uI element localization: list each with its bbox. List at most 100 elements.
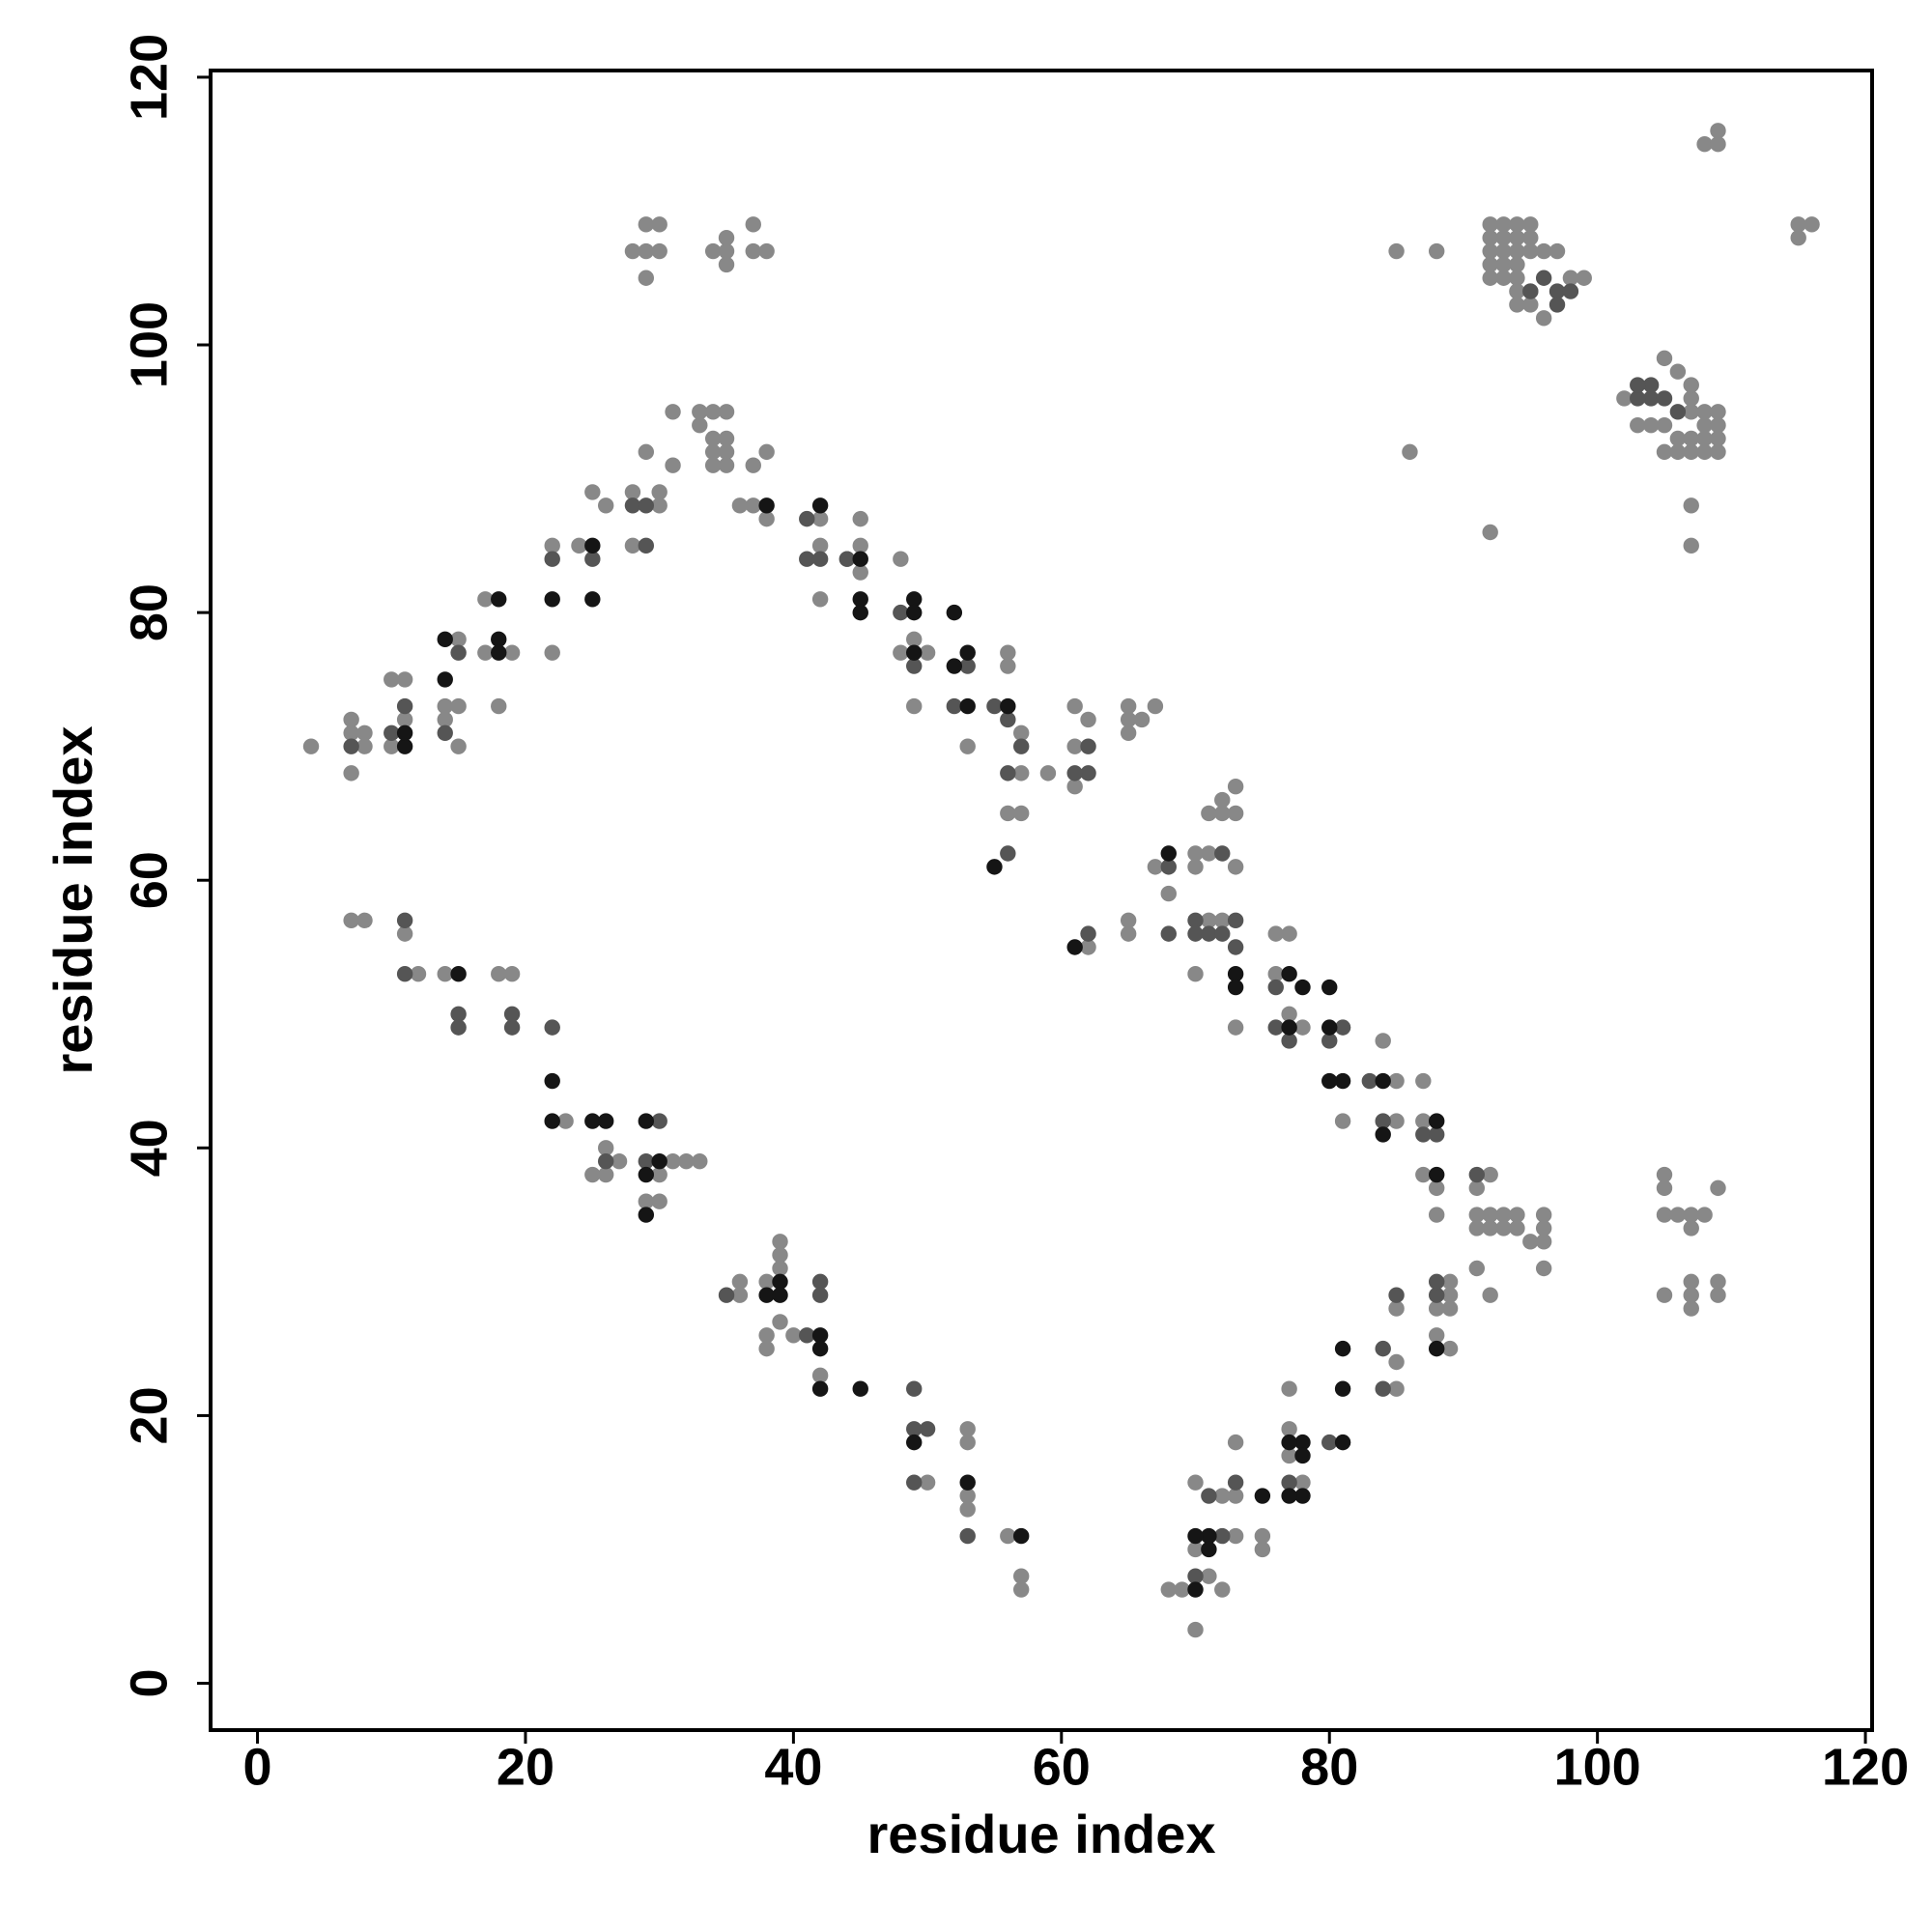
contact-point — [893, 644, 909, 661]
contact-point — [1696, 136, 1713, 153]
contact-point — [1804, 216, 1820, 233]
contact-point — [1267, 979, 1284, 996]
contact-point — [1683, 497, 1699, 514]
contact-point — [1509, 1220, 1525, 1236]
contact-point — [638, 242, 655, 260]
contact-point — [1281, 1380, 1297, 1397]
contact-point — [1509, 229, 1525, 246]
contact-point — [1187, 1568, 1204, 1584]
contact-point — [906, 658, 923, 674]
contact-point — [1281, 1474, 1297, 1491]
contact-point — [343, 765, 359, 781]
contact-point — [1656, 416, 1673, 434]
contact-point — [1000, 658, 1016, 674]
contact-point — [1482, 524, 1498, 541]
contact-point — [477, 644, 494, 661]
contact-point — [1642, 390, 1660, 407]
contact-point — [1669, 363, 1687, 380]
contact-point — [1495, 1207, 1512, 1223]
contact-point — [1187, 925, 1204, 942]
contact-point — [758, 497, 775, 514]
contact-point — [946, 658, 963, 674]
contact-point — [1214, 1581, 1231, 1598]
contact-point — [1642, 377, 1660, 393]
contact-point — [811, 1273, 829, 1291]
contact-point — [1361, 1072, 1378, 1090]
contact-point — [906, 604, 923, 621]
contact-point — [597, 1140, 614, 1156]
contact-point — [1468, 1220, 1486, 1236]
contact-point — [772, 1287, 788, 1303]
contact-point — [410, 966, 427, 982]
y-tick-label: 100 — [120, 301, 178, 388]
contact-point — [597, 1113, 614, 1129]
contact-point — [1710, 404, 1726, 420]
contact-point — [772, 1273, 788, 1291]
contact-point — [1710, 136, 1726, 153]
contact-point — [1683, 1220, 1699, 1236]
contact-point — [1334, 1340, 1351, 1357]
contact-point — [1482, 242, 1498, 260]
contact-point — [731, 497, 749, 514]
contact-point — [1415, 1113, 1432, 1129]
contact-point — [852, 564, 868, 581]
contact-point — [302, 738, 320, 754]
contact-point — [584, 484, 601, 500]
contact-point — [1160, 845, 1177, 862]
contact-point — [638, 1166, 655, 1183]
contact-point — [959, 1527, 976, 1545]
contact-point — [1522, 216, 1539, 233]
contact-point — [758, 1287, 775, 1303]
contact-point — [396, 925, 413, 942]
contact-point — [584, 1166, 601, 1183]
contact-point — [1214, 912, 1231, 928]
contact-point — [718, 404, 735, 420]
contact-point — [557, 1113, 574, 1129]
x-axis-label: residue index — [867, 1804, 1215, 1864]
contact-point — [1656, 443, 1673, 461]
x-tick-label: 60 — [1033, 1738, 1091, 1796]
contact-point — [1509, 297, 1525, 313]
contact-point — [1495, 270, 1512, 286]
contact-point — [1201, 845, 1217, 862]
contact-point — [491, 631, 507, 648]
contact-point — [946, 604, 963, 621]
contact-point — [1509, 216, 1525, 233]
contact-point — [450, 1006, 467, 1022]
contact-point — [959, 1434, 976, 1451]
contact-point — [665, 404, 681, 420]
contact-point — [1080, 765, 1096, 781]
contact-point — [1468, 1207, 1486, 1223]
contact-point — [396, 966, 413, 982]
contact-point — [1227, 779, 1244, 795]
contact-point — [678, 1152, 695, 1170]
contact-point — [718, 457, 735, 473]
contact-point — [343, 912, 359, 928]
contact-point — [1388, 242, 1405, 260]
x-tick-label: 0 — [243, 1738, 272, 1796]
contact-point — [1281, 1006, 1297, 1022]
contact-point — [584, 551, 601, 567]
contact-point — [384, 671, 400, 688]
contact-point — [959, 644, 976, 661]
contact-point — [1160, 1581, 1177, 1598]
contact-point — [1683, 1207, 1699, 1223]
contact-point — [1201, 1541, 1217, 1558]
contact-point — [758, 510, 775, 527]
contact-point — [1227, 1434, 1244, 1451]
contact-point — [1683, 1287, 1699, 1303]
contact-point — [906, 591, 923, 608]
contact-point — [1000, 805, 1016, 822]
contact-point — [1683, 1273, 1699, 1291]
contact-point — [1535, 1260, 1552, 1277]
contact-point — [1201, 925, 1217, 942]
contact-point — [704, 430, 722, 447]
contact-point — [906, 1434, 923, 1451]
contact-point — [651, 1113, 668, 1129]
contact-point — [1214, 805, 1231, 822]
contact-point — [1495, 1220, 1512, 1236]
contact-point — [1187, 1474, 1204, 1491]
contact-point — [1147, 697, 1164, 715]
contact-point — [1482, 229, 1498, 246]
